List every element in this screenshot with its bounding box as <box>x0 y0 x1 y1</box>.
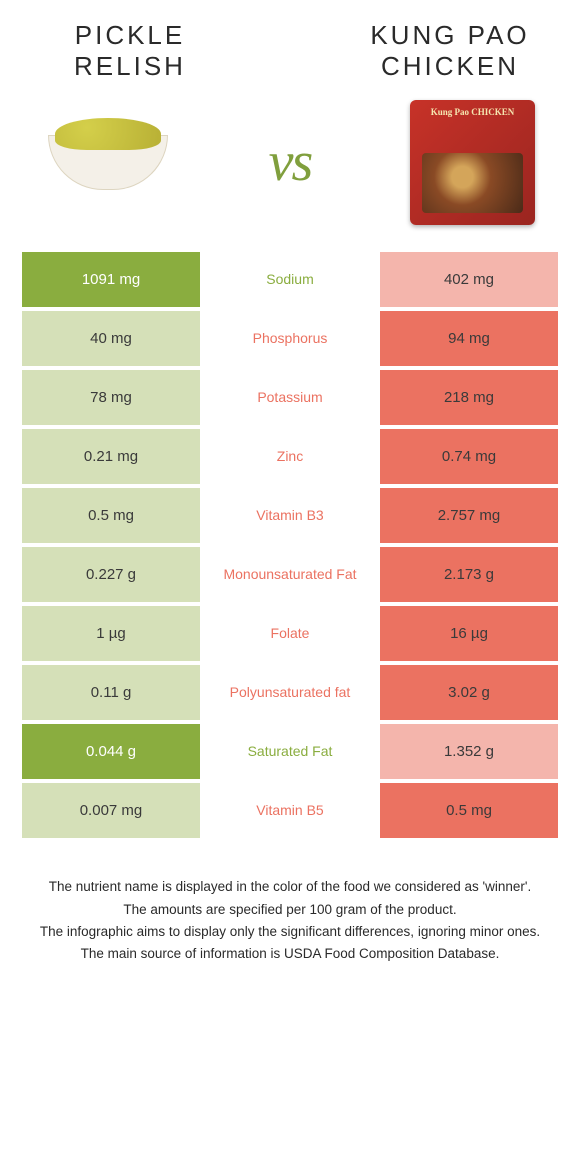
value-right: 0.74 mg <box>380 429 558 484</box>
nutrient-name: Saturated Fat <box>200 724 380 779</box>
value-left: 0.11 g <box>22 665 200 720</box>
nutrient-name: Monounsaturated Fat <box>200 547 380 602</box>
nutrient-name: Vitamin B3 <box>200 488 380 543</box>
value-left: 0.007 mg <box>22 783 200 838</box>
chicken-package-icon: Kung Pao CHICKEN <box>410 100 535 225</box>
images-row: vs Kung Pao CHICKEN <box>0 92 580 252</box>
nutrient-name: Zinc <box>200 429 380 484</box>
value-right: 1.352 g <box>380 724 558 779</box>
table-row: 0.007 mgVitamin B50.5 mg <box>22 783 558 838</box>
food-right-image: Kung Pao CHICKEN <box>400 102 545 222</box>
value-left: 0.21 mg <box>22 429 200 484</box>
value-right: 16 µg <box>380 606 558 661</box>
value-right: 2.173 g <box>380 547 558 602</box>
value-right: 402 mg <box>380 252 558 307</box>
value-left: 0.5 mg <box>22 488 200 543</box>
footnote-line: The amounts are specified per 100 gram o… <box>35 900 545 920</box>
value-left: 1091 mg <box>22 252 200 307</box>
value-right: 0.5 mg <box>380 783 558 838</box>
table-row: 40 mgPhosphorus94 mg <box>22 311 558 366</box>
food-right-title: Kung Pao chicken <box>350 20 550 82</box>
table-row: 78 mgPotassium218 mg <box>22 370 558 425</box>
value-left: 78 mg <box>22 370 200 425</box>
table-row: 0.5 mgVitamin B32.757 mg <box>22 488 558 543</box>
nutrient-name: Vitamin B5 <box>200 783 380 838</box>
comparison-table: 1091 mgSodium402 mg40 mgPhosphorus94 mg7… <box>0 252 580 838</box>
food-left-title: Pickle relish <box>30 20 230 82</box>
food-left-image <box>35 102 180 222</box>
footnote-line: The nutrient name is displayed in the co… <box>35 877 545 897</box>
table-row: 0.21 mgZinc0.74 mg <box>22 429 558 484</box>
footnote-line: The main source of information is USDA F… <box>35 944 545 964</box>
value-right: 218 mg <box>380 370 558 425</box>
header: Pickle relish Kung Pao chicken <box>0 0 580 92</box>
nutrient-name: Sodium <box>200 252 380 307</box>
footnotes: The nutrient name is displayed in the co… <box>0 842 580 964</box>
footnote-line: The infographic aims to display only the… <box>35 922 545 942</box>
vs-label: vs <box>269 130 312 194</box>
nutrient-name: Polyunsaturated fat <box>200 665 380 720</box>
nutrient-name: Potassium <box>200 370 380 425</box>
value-left: 40 mg <box>22 311 200 366</box>
table-row: 0.044 gSaturated Fat1.352 g <box>22 724 558 779</box>
table-row: 1 µgFolate16 µg <box>22 606 558 661</box>
value-left: 0.227 g <box>22 547 200 602</box>
value-right: 94 mg <box>380 311 558 366</box>
table-row: 1091 mgSodium402 mg <box>22 252 558 307</box>
table-row: 0.11 gPolyunsaturated fat3.02 g <box>22 665 558 720</box>
table-row: 0.227 gMonounsaturated Fat2.173 g <box>22 547 558 602</box>
value-left: 1 µg <box>22 606 200 661</box>
value-right: 3.02 g <box>380 665 558 720</box>
value-left: 0.044 g <box>22 724 200 779</box>
value-right: 2.757 mg <box>380 488 558 543</box>
relish-bowl-icon <box>48 135 168 190</box>
package-label: Kung Pao CHICKEN <box>410 108 535 118</box>
nutrient-name: Folate <box>200 606 380 661</box>
nutrient-name: Phosphorus <box>200 311 380 366</box>
